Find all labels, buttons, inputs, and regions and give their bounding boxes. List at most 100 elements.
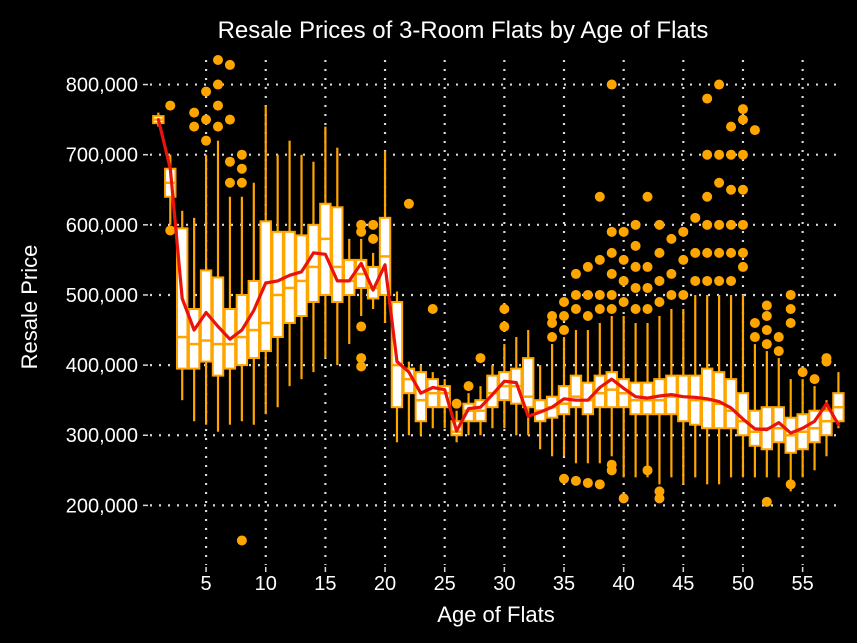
outlier-point [785, 289, 796, 300]
outlier-point [236, 535, 247, 546]
outlier-point [368, 219, 379, 230]
outlier-point [702, 219, 713, 230]
outlier-point [451, 398, 462, 409]
box-iqr [247, 279, 261, 360]
outlier-point [594, 479, 605, 490]
mean-price-line [156, 117, 841, 435]
x-tick-label: 50 [732, 573, 754, 595]
outlier-point [189, 121, 200, 132]
outlier-point [666, 233, 677, 244]
outlier-point [726, 247, 737, 258]
outlier-point [582, 261, 593, 272]
outlier-point [201, 135, 212, 146]
outlier-point [785, 479, 796, 490]
outlier-point [213, 100, 224, 111]
outlier-point [618, 275, 629, 286]
y-tick-label: 800,000 [66, 75, 138, 97]
outlier-point [642, 282, 653, 293]
outlier-point [606, 268, 617, 279]
outlier-point [213, 121, 224, 132]
outlier-point [368, 233, 379, 244]
outlier-point [737, 184, 748, 195]
outlier-point [594, 303, 605, 314]
box-iqr [414, 371, 428, 423]
outlier-point [213, 79, 224, 90]
y-tick-label: 400,000 [66, 355, 138, 377]
box-iqr [522, 357, 535, 409]
outlier-point [236, 149, 247, 160]
outlier-point [165, 225, 176, 236]
outlier-point [356, 353, 367, 364]
x-tick-label: 10 [255, 573, 277, 595]
outlier-point [726, 275, 737, 286]
outlier-point [654, 219, 665, 230]
outlier-point [630, 219, 641, 230]
box-iqr [724, 378, 738, 430]
x-tick-label: 45 [672, 573, 694, 595]
outlier-point [654, 275, 665, 286]
y-tick-label: 300,000 [66, 425, 138, 447]
outlier-point [189, 107, 200, 118]
outlier-point [809, 374, 820, 385]
y-tick-label: 700,000 [66, 145, 138, 167]
outlier-point [654, 247, 665, 258]
outlier-point [642, 261, 653, 272]
outlier-point [642, 465, 653, 476]
outlier-point [678, 289, 689, 300]
outlier-point [427, 303, 438, 314]
outlier-point [630, 282, 641, 293]
outlier-point [224, 114, 235, 125]
outlier-point [606, 226, 617, 237]
outlier-point [236, 177, 247, 188]
x-tick-label: 55 [792, 573, 814, 595]
outlier-point [606, 247, 617, 258]
y-tick-label: 600,000 [66, 215, 138, 237]
outlier-point [761, 300, 772, 311]
outlier-point [618, 226, 629, 237]
outlier-point [224, 156, 235, 167]
outlier-point [630, 240, 641, 251]
outlier-point [761, 325, 772, 336]
y-axis-label: Resale Price [17, 245, 42, 370]
box-iqr [438, 385, 451, 409]
x-tick-label: 35 [553, 573, 575, 595]
x-tick-label: 15 [314, 573, 336, 595]
outlier-point [582, 477, 593, 488]
box-iqr [187, 307, 201, 370]
outlier-point [654, 296, 665, 307]
box-iqr [569, 374, 583, 409]
outlier-point [726, 219, 737, 230]
outlier-point [678, 254, 689, 265]
outlier-point [737, 247, 748, 258]
outlier-point [618, 254, 629, 265]
y-tick-label: 500,000 [66, 285, 138, 307]
outlier-point [749, 318, 760, 329]
outlier-point [559, 296, 570, 307]
outlier-point [737, 219, 748, 230]
outlier-point [356, 361, 367, 372]
box-iqr [462, 402, 475, 423]
outlier-point [463, 381, 474, 392]
box-iqr [319, 202, 332, 296]
outlier-point [201, 114, 212, 125]
outlier-point [594, 191, 605, 202]
outlier-point [761, 339, 772, 350]
box-iqr [808, 409, 821, 444]
outlier-point [666, 268, 677, 279]
outlier-point [726, 149, 737, 160]
outlier-point [559, 311, 570, 322]
x-tick-label: 25 [434, 573, 456, 595]
outlier-point [606, 459, 617, 470]
box-iqr [331, 206, 344, 303]
outlier-point [773, 332, 784, 343]
outlier-point [702, 149, 713, 160]
outlier-point [356, 321, 367, 332]
outlier-point [749, 332, 760, 343]
mean-line-layer [156, 117, 841, 435]
chart-title: Resale Prices of 3-Room Flats by Age of … [218, 17, 709, 44]
outlier-point [690, 212, 701, 223]
box-iqr [820, 409, 833, 437]
outlier-point [356, 219, 367, 230]
outlier-point [236, 163, 247, 174]
outlier-point [475, 353, 486, 364]
